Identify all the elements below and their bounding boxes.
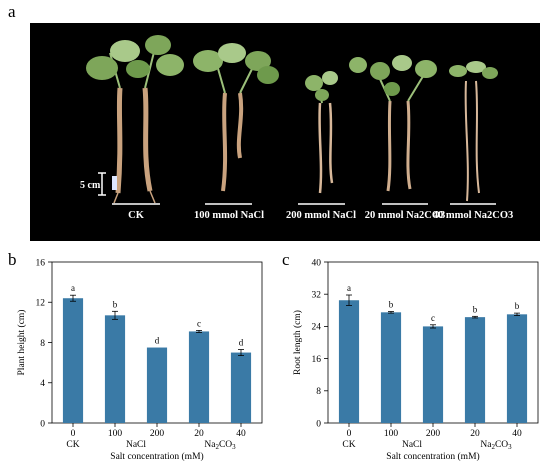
y-tick-label: 0 (40, 419, 45, 429)
bar (380, 312, 402, 423)
x-tick-label: 40 (512, 429, 522, 439)
bar (464, 317, 486, 423)
x-tick-label: 0 (347, 429, 352, 439)
bar (104, 315, 126, 423)
photo-label-na2co3-20: 20 mmol Na2CO3 (364, 210, 446, 221)
bar (338, 300, 360, 423)
y-tick-label: 24 (312, 323, 322, 333)
plant-group-ck (86, 35, 184, 204)
scale-bar (98, 172, 117, 196)
significance-letter: b (389, 300, 394, 310)
x-tick-label: 100 (384, 429, 399, 439)
y-tick-label: 40 (312, 258, 322, 268)
panel-a-letter: a (8, 2, 16, 21)
plant-photo: 5 cm CK 100 mmol NaCl 200 mmol NaCl 20 m… (30, 23, 540, 241)
significance-letter: b (113, 299, 118, 309)
significance-letter: c (197, 318, 201, 328)
y-tick-label: 0 (316, 419, 321, 429)
x-tick-label: 0 (71, 429, 76, 439)
panel-c-letter: c (282, 250, 290, 269)
y-tick-label: 16 (36, 258, 46, 268)
plant-group-nacl-100 (193, 43, 279, 192)
y-tick-label: 32 (312, 291, 322, 301)
photo-label-ck: CK (128, 210, 144, 221)
y-tick-label: 16 (312, 355, 322, 365)
bar (506, 314, 528, 423)
y-tick-label: 12 (36, 299, 46, 309)
group-label-na2co3: Na2CO3 (480, 440, 512, 451)
x-axis-label: Salt concentration (mM) (386, 451, 479, 462)
bar (146, 347, 168, 423)
plant-group-na2co3-20 (349, 55, 437, 192)
y-tick-label: 8 (316, 387, 321, 397)
plant-group-nacl-200 (305, 71, 338, 194)
y-tick-label: 4 (40, 379, 45, 389)
significance-letter: c (431, 313, 435, 323)
x-tick-label: 200 (150, 429, 165, 439)
x-tick-label: 40 (236, 429, 246, 439)
significance-letter: b (473, 304, 478, 314)
group-label-nacl: NaCl (402, 440, 422, 450)
group-label-ck: CK (342, 440, 355, 450)
group-label-nacl: NaCl (126, 440, 146, 450)
bar (62, 298, 84, 423)
significance-letter: d (155, 336, 160, 346)
photo-label-na2co3-40: 40 mmol Na2CO3 (432, 210, 514, 221)
x-tick-label: 20 (194, 429, 204, 439)
significance-letter: a (71, 283, 75, 293)
bar (422, 326, 444, 423)
plant-illustration (86, 35, 498, 205)
photo-label-nacl-100: 100 mmol NaCl (194, 210, 264, 221)
x-tick-label: 20 (470, 429, 480, 439)
bar (230, 352, 252, 423)
x-tick-label: 200 (426, 429, 441, 439)
panel-b-letter: b (8, 250, 17, 269)
y-axis-label: Plant height (cm) (16, 310, 27, 376)
group-label-ck: CK (66, 440, 79, 450)
x-axis-label: Salt concentration (mM) (110, 451, 203, 462)
y-tick-label: 8 (40, 339, 45, 349)
photo-label-nacl-200: 200 mmol NaCl (286, 210, 356, 221)
chart-plant-height: 0 4 8 12 16 Plant height (cm) a 0 b 100 d 200 c 20 d 40… (16, 258, 263, 462)
y-axis-label: Root length (cm) (292, 310, 303, 375)
x-tick-label: 100 (108, 429, 123, 439)
group-label-na2co3: Na2CO3 (204, 440, 236, 451)
plant-group-na2co3-40 (449, 61, 498, 202)
significance-letter: b (515, 301, 520, 311)
significance-letter: a (347, 283, 351, 293)
chart-root-length: 0 8 16 24 32 40 Root length (cm) a 0 b 100 c 200 b 20 b… (292, 258, 539, 462)
significance-letter: d (239, 338, 244, 348)
bar (188, 331, 210, 423)
scale-bar-label: 5 cm (80, 180, 101, 191)
